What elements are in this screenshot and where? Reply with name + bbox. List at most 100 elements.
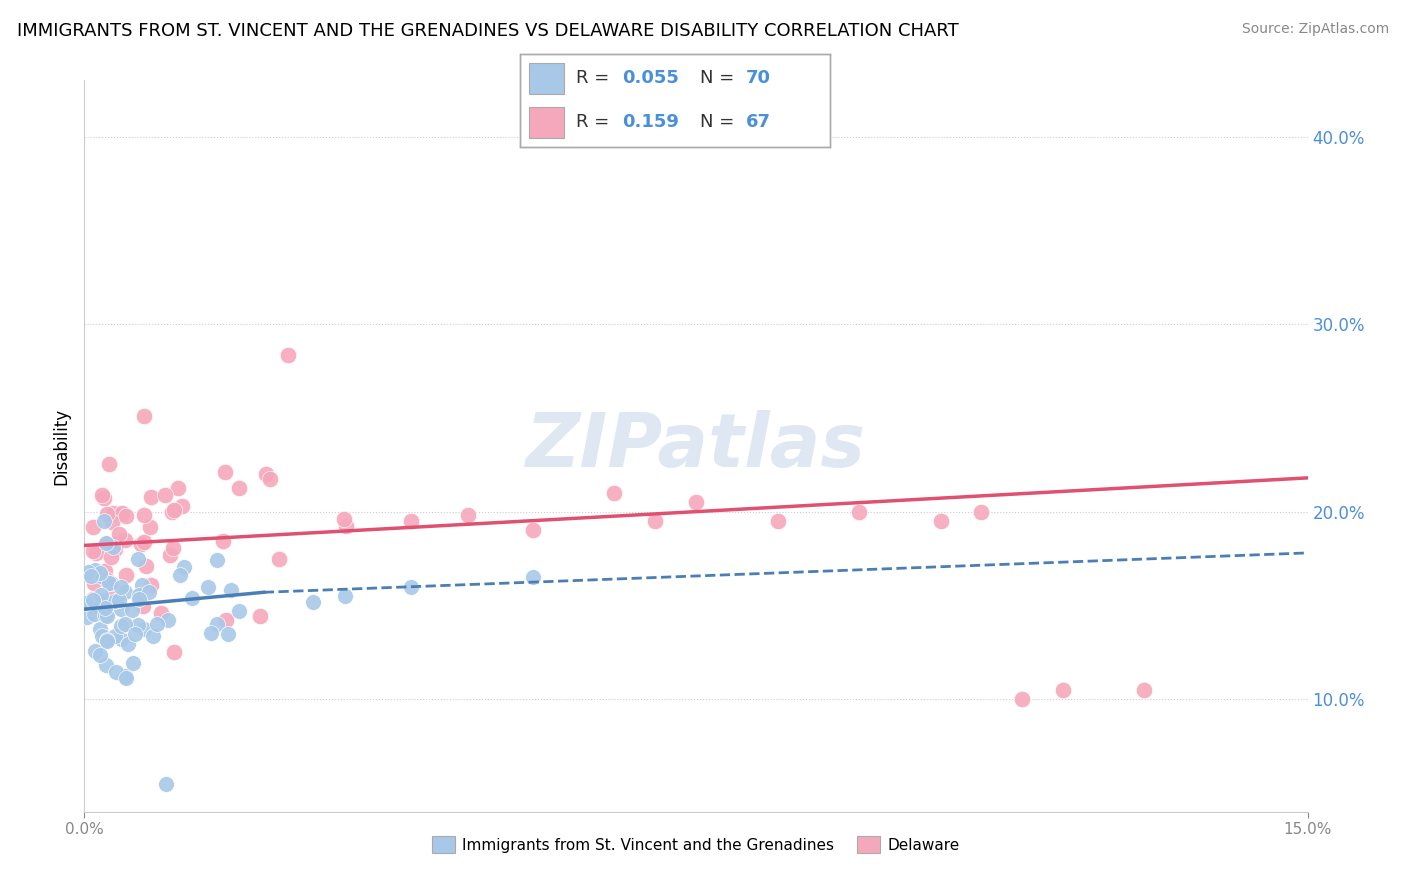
Point (107, 527, 129, 541)
Point (128, 591, 150, 606)
Point (104, 594, 127, 608)
Point (117, 637, 139, 651)
Point (96, 507, 118, 521)
Point (104, 542, 127, 557)
Point (82, 519, 104, 533)
Point (156, 614, 179, 628)
Point (80, 605, 103, 619)
Text: ZIPatlas: ZIPatlas (526, 409, 866, 483)
Point (335, 518, 357, 533)
Text: 0.055: 0.055 (623, 70, 679, 87)
Text: 67: 67 (747, 113, 770, 131)
Point (104, 665, 127, 679)
Text: 70: 70 (747, 70, 770, 87)
Point (205, 617, 228, 632)
Point (96, 632, 118, 647)
Point (89, 622, 111, 636)
FancyBboxPatch shape (530, 63, 564, 94)
Point (135, 558, 157, 573)
Point (84, 643, 107, 657)
Point (84, 563, 107, 577)
Point (301, 595, 323, 609)
Point (79, 569, 101, 583)
Point (644, 514, 666, 528)
Point (114, 533, 136, 547)
Point (111, 506, 134, 520)
Point (160, 505, 183, 519)
Point (101, 540, 124, 554)
Text: 0.159: 0.159 (623, 113, 679, 131)
Point (82, 544, 104, 558)
Point (90, 569, 112, 583)
Point (333, 512, 356, 526)
Point (1133, 682, 1156, 697)
Point (1011, 692, 1033, 706)
Y-axis label: Disability: Disability (52, 408, 70, 484)
Point (115, 568, 138, 582)
Point (153, 488, 176, 502)
Point (94, 564, 117, 578)
Point (110, 602, 132, 616)
Point (131, 599, 153, 614)
Point (141, 578, 163, 592)
Legend: Immigrants from St. Vincent and the Grenadines, Delaware: Immigrants from St. Vincent and the Gren… (426, 830, 966, 859)
Point (110, 632, 132, 647)
Point (970, 505, 993, 519)
FancyBboxPatch shape (530, 107, 564, 138)
Point (181, 591, 204, 605)
Point (132, 508, 155, 522)
Point (766, 514, 789, 528)
Point (214, 465, 236, 479)
Point (115, 509, 138, 524)
Text: N =: N = (700, 70, 740, 87)
Point (269, 552, 291, 566)
Point (96, 574, 118, 588)
Point (82, 599, 104, 614)
Point (104, 537, 127, 551)
Point (142, 629, 165, 643)
Point (211, 534, 233, 549)
Point (91, 488, 114, 502)
Point (89, 648, 111, 663)
Point (108, 593, 131, 607)
Point (215, 614, 238, 628)
Point (169, 568, 191, 582)
Point (94, 607, 117, 622)
Point (87, 592, 110, 607)
Point (848, 505, 870, 519)
Text: R =: R = (576, 70, 614, 87)
Point (603, 486, 626, 500)
Point (685, 495, 707, 509)
Point (84, 546, 107, 560)
Point (94, 537, 117, 551)
Point (96, 634, 118, 648)
Text: N =: N = (700, 113, 740, 131)
Point (149, 606, 172, 620)
Point (170, 499, 193, 513)
Text: R =: R = (576, 113, 620, 131)
Point (114, 669, 136, 683)
Point (128, 588, 150, 602)
Point (457, 508, 479, 522)
Point (122, 657, 145, 671)
Point (76, 566, 98, 580)
Point (155, 776, 177, 790)
Point (197, 580, 219, 594)
Point (259, 472, 281, 486)
Point (929, 514, 952, 528)
Point (90, 588, 112, 602)
Point (98, 457, 121, 471)
Point (167, 481, 190, 495)
Point (141, 490, 163, 504)
Point (82, 597, 104, 611)
Point (249, 609, 271, 624)
Point (335, 589, 357, 603)
Point (97, 597, 120, 611)
Point (83, 575, 105, 590)
Point (124, 627, 146, 641)
Point (132, 409, 155, 424)
Point (93, 515, 115, 529)
Point (82, 591, 104, 606)
Point (94, 658, 117, 673)
Point (94, 601, 117, 615)
